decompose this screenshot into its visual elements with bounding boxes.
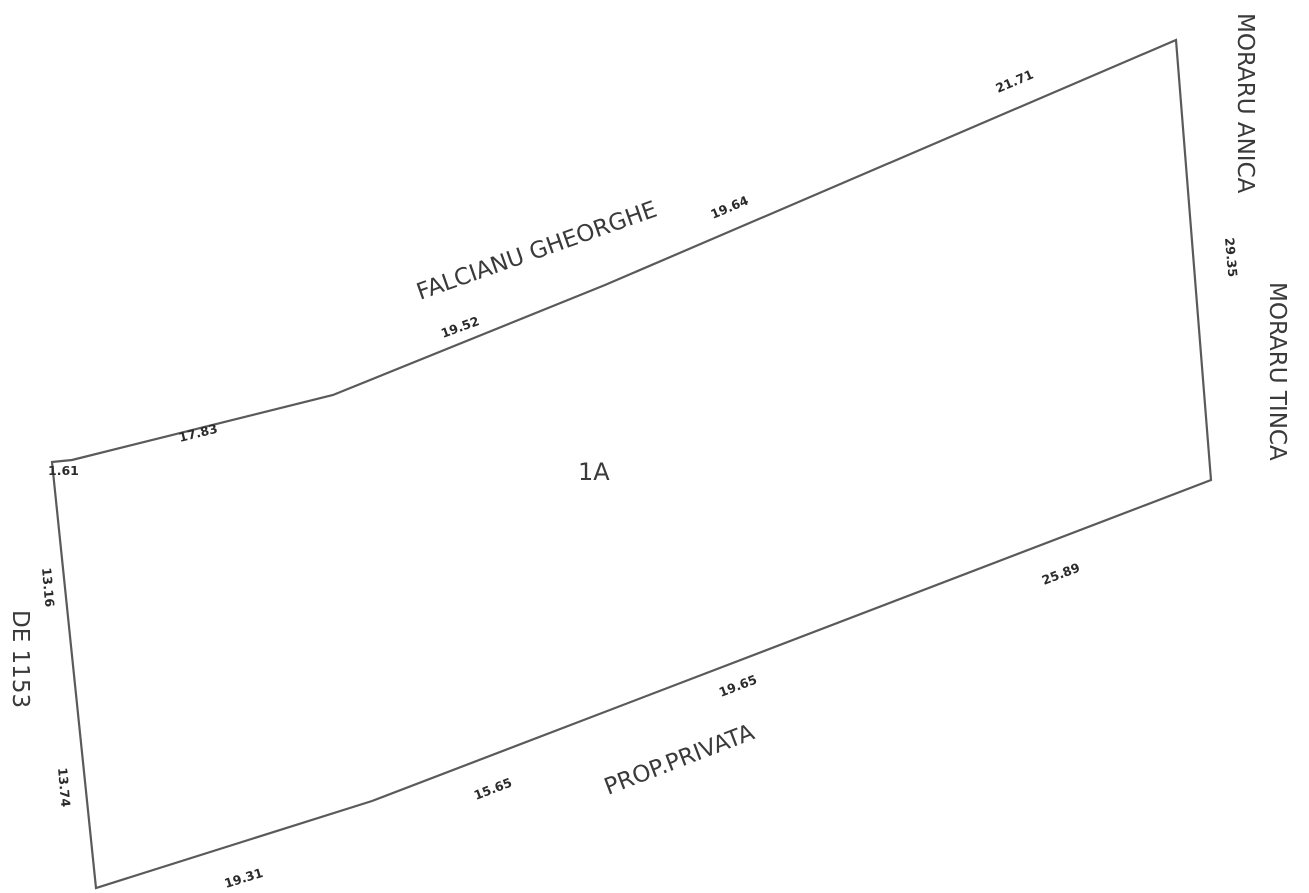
segment-length-south-4: 19.31 xyxy=(222,865,264,891)
segment-length-north-5: 21.71 xyxy=(993,67,1035,96)
neighbor-label-west: DE 1153 xyxy=(7,610,33,708)
segment-length-north-2: 17.83 xyxy=(177,421,219,445)
segment-length-north-1: 1.61 xyxy=(48,463,79,478)
neighbor-label-south: PROP.PRIVATA xyxy=(601,719,758,800)
parcel-id: 1A xyxy=(578,458,610,486)
segment-length-south-3: 15.65 xyxy=(472,775,514,803)
parcel-boundary xyxy=(50,38,1213,890)
neighbor-label-east-upper: MORARU ANICA xyxy=(1232,13,1258,194)
segment-length-south-2: 19.65 xyxy=(717,672,759,700)
segment-length-south-1: 25.89 xyxy=(1040,560,1082,588)
segment-length-east: 29.35 xyxy=(1222,237,1240,278)
neighbor-label-north: FALCIANU GHEORGHE xyxy=(413,197,660,306)
neighbor-label-east-lower: MORARU TINCA xyxy=(1264,282,1290,461)
segment-length-west-1: 13.16 xyxy=(39,567,57,608)
segment-length-north-4: 19.64 xyxy=(708,192,751,221)
segment-length-west-2: 13.74 xyxy=(55,767,73,808)
